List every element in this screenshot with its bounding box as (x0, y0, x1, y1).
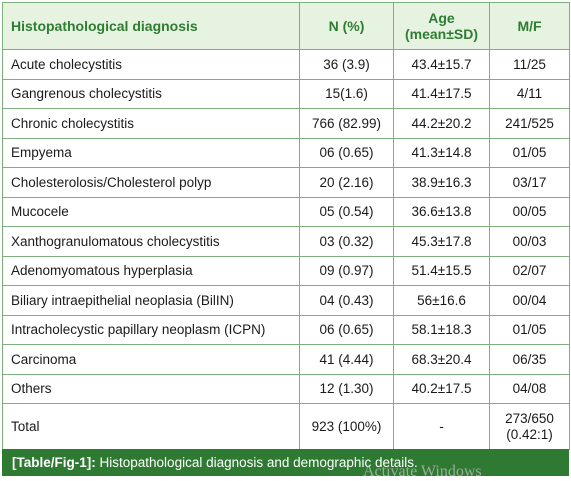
table-row-total: Total 923 (100%) - 273/650 (0.42:1) (2, 403, 570, 450)
table-row: Cholesterolosis/Cholesterol polyp 20 (2.1… (2, 167, 570, 198)
header-n-percent: N (%) (299, 2, 394, 50)
table-row: Empyema 06 (0.65) 41.3±14.8 01/05 (2, 137, 570, 168)
table-row: Chronic cholecystitis 766 (82.99) 44.2±20.… (2, 108, 570, 139)
cell-n: 36 (3.9) (299, 49, 394, 80)
cell-n: 15(1.6) (299, 78, 394, 109)
cell-n: 09 (0.97) (299, 255, 394, 286)
cell-age: 41.4±17.5 (393, 78, 490, 109)
cell-mf: 241/525 (489, 108, 570, 139)
cell-n: 03 (0.32) (299, 226, 394, 257)
cell-diagnosis: Adenomyomatous hyperplasia (2, 255, 300, 286)
header-diagnosis: Histopathological diagnosis (2, 2, 300, 50)
cell-n: 923 (100%) (299, 403, 394, 450)
cell-age: 38.9±16.3 (393, 167, 490, 198)
table-row: Xanthogranulomatous cholecystitis 03 (0.3… (2, 226, 570, 257)
table-row: Adenomyomatous hyperplasia 09 (0.97) 51.4±… (2, 255, 570, 286)
cell-age: 51.4±15.5 (393, 255, 490, 286)
cell-mf: 00/04 (489, 285, 570, 316)
cell-mf: 04/08 (489, 373, 570, 404)
table-caption: [Table/Fig-1]: Histopathological diagnos… (2, 449, 569, 476)
table-header-row: Histopathological diagnosis N (%) Age (m… (2, 2, 570, 50)
table-row: Acute cholecystitis 36 (3.9) 43.4±15.7 11/2… (2, 49, 570, 80)
cell-n: 06 (0.65) (299, 314, 394, 345)
cell-mf: 4/11 (489, 78, 570, 109)
cell-n: 766 (82.99) (299, 108, 394, 139)
cell-n: 12 (1.30) (299, 373, 394, 404)
cell-n: 04 (0.43) (299, 285, 394, 316)
cell-mf: 01/05 (489, 137, 570, 168)
cell-mf: 11/25 (489, 49, 570, 80)
cell-age: - (393, 403, 490, 450)
cell-age: 68.3±20.4 (393, 344, 490, 375)
cell-diagnosis: Biliary intraepithelial neoplasia (BilIN… (2, 285, 300, 316)
cell-mf: 06/35 (489, 344, 570, 375)
cell-n: 41 (4.44) (299, 344, 394, 375)
windows-activation-watermark: Activate Windows (363, 463, 482, 480)
cell-diagnosis: Others (2, 373, 300, 404)
cell-n: 20 (2.16) (299, 167, 394, 198)
cell-diagnosis: Gangrenous cholecystitis (2, 78, 300, 109)
cell-diagnosis: Chronic cholecystitis (2, 108, 300, 139)
cell-diagnosis: Mucocele (2, 196, 300, 227)
table-row: Intracholecystic papillary neoplasm (ICP… (2, 314, 570, 345)
cell-diagnosis: Acute cholecystitis (2, 49, 300, 80)
cell-mf: 02/07 (489, 255, 570, 286)
header-age-line1: Age (428, 10, 455, 26)
cell-n: 06 (0.65) (299, 137, 394, 168)
header-age-line2: (mean±SD) (404, 26, 479, 42)
table-row: Mucocele 05 (0.54) 36.6±13.8 00/05 (2, 196, 570, 227)
cell-age: 41.3±14.8 (393, 137, 490, 168)
cell-age: 45.3±17.8 (393, 226, 490, 257)
cell-diagnosis: Empyema (2, 137, 300, 168)
cell-age: 36.6±13.8 (393, 196, 490, 227)
table-row: Others 12 (1.30) 40.2±17.5 04/08 (2, 373, 570, 404)
cell-age: 44.2±20.2 (393, 108, 490, 139)
cell-mf-line1: 273/650 (505, 410, 554, 426)
cell-age: 58.1±18.3 (393, 314, 490, 345)
header-mf: M/F (489, 2, 570, 50)
cell-diagnosis: Xanthogranulomatous cholecystitis (2, 226, 300, 257)
cell-mf: 273/650 (0.42:1) (489, 403, 570, 450)
cell-diagnosis: Cholesterolosis/Cholesterol polyp (2, 167, 300, 198)
cell-age: 43.4±15.7 (393, 49, 490, 80)
cell-n: 05 (0.54) (299, 196, 394, 227)
cell-age: 40.2±17.5 (393, 373, 490, 404)
cell-mf: 00/03 (489, 226, 570, 257)
header-age: Age (mean±SD) (393, 2, 490, 50)
cell-diagnosis: Total (2, 403, 300, 450)
cell-age: 56±16.6 (393, 285, 490, 316)
table-row: Carcinoma 41 (4.44) 68.3±20.4 06/35 (2, 344, 570, 375)
cell-mf: 03/17 (489, 167, 570, 198)
table-row: Gangrenous cholecystitis 15(1.6) 41.4±17.5… (2, 78, 570, 109)
cell-mf: 01/05 (489, 314, 570, 345)
diagnosis-table: Histopathological diagnosis N (%) Age (m… (2, 2, 570, 450)
cell-mf-line2: (0.42:1) (506, 426, 553, 442)
cell-diagnosis: Intracholecystic papillary neoplasm (ICP… (2, 314, 300, 345)
cell-diagnosis: Carcinoma (2, 344, 300, 375)
caption-text: Histopathological diagnosis and demograp… (99, 455, 418, 470)
table-row: Biliary intraepithelial neoplasia (BilIN… (2, 285, 570, 316)
caption-label: [Table/Fig-1]: (12, 455, 96, 470)
cell-mf: 00/05 (489, 196, 570, 227)
